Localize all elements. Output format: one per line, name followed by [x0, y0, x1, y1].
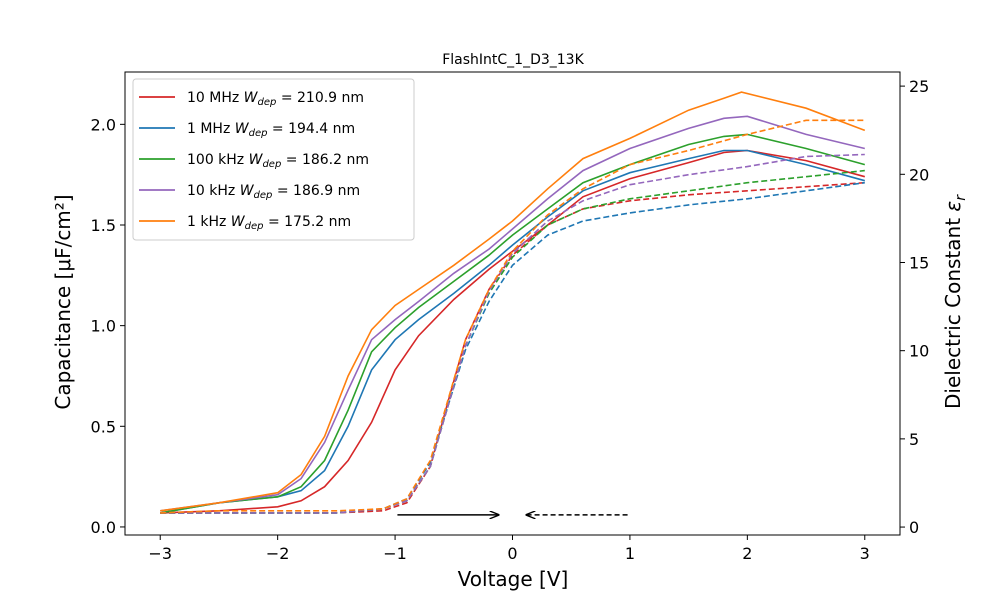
series-line-forward-10khz — [160, 115, 865, 512]
legend-label-10mhz: 10 MHz Wdep = 210.9 nm — [187, 90, 364, 108]
axes: −3 −2 −1 0 1 2 3 0.0 0.5 1.0 1.5 2.0 0 5 10 15 20 25 — [91, 71, 929, 563]
series-line-forward-100khz — [160, 133, 866, 514]
x-tick-label: −1 — [383, 544, 407, 563]
y-axis-label: Capacitance [μF/cm²] — [51, 194, 75, 409]
legend-label-10khz: 10 kHz Wdep = 186.9 nm — [187, 183, 360, 201]
legend-box — [132, 78, 415, 241]
y2-tick-label: 15 — [909, 253, 929, 272]
x-tick-label: 1 — [625, 544, 635, 563]
y-tick-label: 1.5 — [91, 216, 116, 235]
y2-tick-label: 5 — [909, 430, 919, 449]
y2-axis-label: Dielectric Constant εr — [941, 194, 969, 409]
y-tick-label: 2.0 — [91, 115, 116, 134]
legend-label-1mhz: 1 MHz Wdep = 194.4 nm — [187, 121, 355, 139]
y-tick-label: 0.5 — [91, 417, 116, 436]
series-line-forward-1khz — [160, 91, 866, 512]
y2-tick-label: 0 — [909, 518, 919, 537]
legend: 10 MHz Wdep = 210.9 nm 1 MHz Wdep = 194.4… — [132, 78, 415, 241]
series-line-forward-1mhz — [160, 149, 866, 514]
x-axis-label: Voltage [V] — [458, 567, 569, 591]
y2-tick-label: 20 — [909, 165, 929, 184]
y-tick-label: 1.0 — [91, 317, 116, 336]
legend-label-1khz: 1 kHz Wdep = 175.2 nm — [187, 214, 351, 232]
series-line-forward-10mhz — [160, 149, 866, 514]
x-tick-label: 3 — [860, 544, 870, 563]
x-tick-label: −2 — [266, 544, 290, 563]
x-tick-label: 0 — [507, 544, 517, 563]
chart-title: FlashIntC_1_D3_13K — [442, 52, 584, 68]
x-tick-label: −3 — [148, 544, 172, 563]
x-tick-label: 2 — [742, 544, 752, 563]
series-line-reverse-10khz — [160, 153, 865, 514]
plot-area — [160, 91, 866, 515]
y-tick-label: 0.0 — [91, 518, 116, 537]
series-line-reverse-1khz — [160, 119, 865, 514]
y2-tick-label: 10 — [909, 342, 929, 361]
legend-label-100khz: 100 kHz Wdep = 186.2 nm — [187, 152, 369, 170]
y2-tick-label: 25 — [909, 77, 929, 96]
